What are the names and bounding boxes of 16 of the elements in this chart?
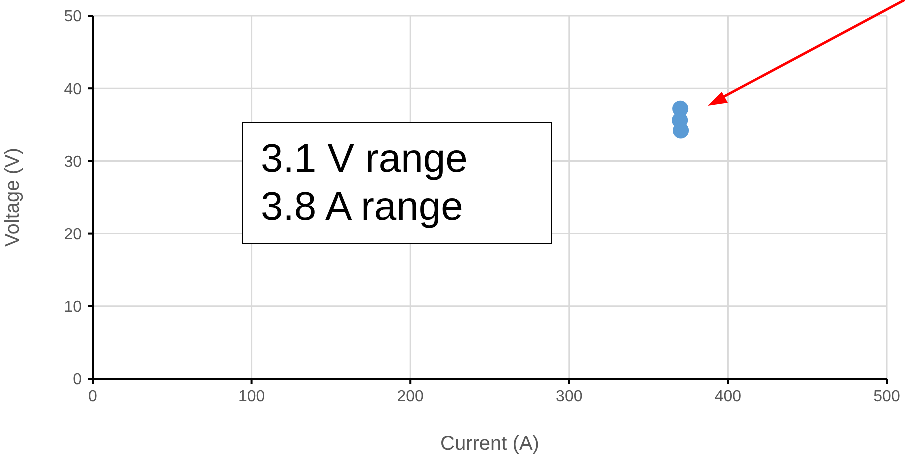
y-tick-label: 10 — [64, 299, 82, 316]
x-tick-label: 300 — [556, 388, 583, 406]
annotation: 3.8 A range — [261, 184, 464, 231]
x-tick-label: 400 — [714, 388, 742, 406]
y-tick-label: 50 — [64, 8, 82, 26]
y-tick-label: 20 — [64, 226, 82, 244]
x-axis-title: Current (A) — [440, 433, 540, 455]
x-tick-label: 200 — [397, 388, 424, 406]
x-tick-label: 500 — [874, 388, 900, 406]
y-tick-label: 0 — [73, 372, 82, 389]
annotation: 3.1 V range — [261, 136, 469, 183]
x-tick-label: 0 — [88, 388, 98, 406]
x-tick-label: 100 — [238, 388, 266, 406]
y-tick-label: 40 — [64, 81, 82, 98]
y-axis-title: Voltage (V) — [2, 148, 24, 247]
y-tick-label: 30 — [64, 154, 82, 171]
